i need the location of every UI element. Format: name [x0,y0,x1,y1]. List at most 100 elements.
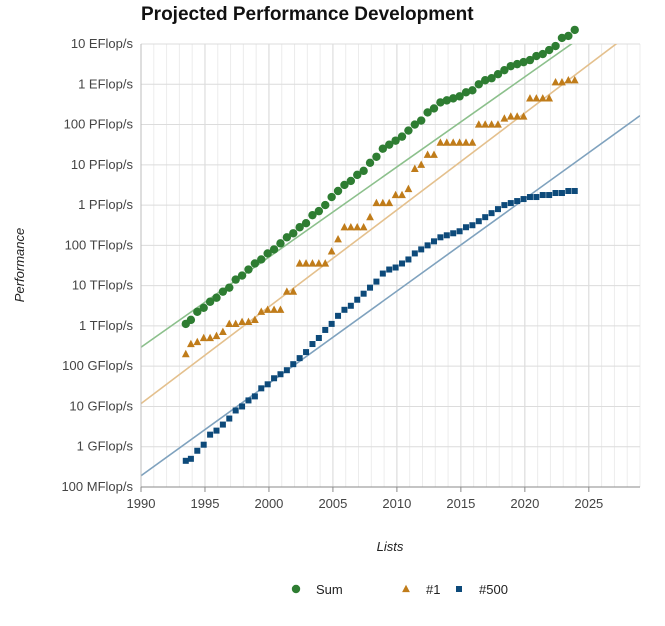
data-point-Sum [417,116,426,125]
y-tick-label: 10 GFlop/s [69,398,133,413]
data-point-top500 [443,232,450,239]
data-point-top500 [296,355,303,362]
data-point-Sum [391,136,400,145]
data-point-top500 [258,385,265,392]
legend-marker-top1 [402,584,410,593]
data-point-top1 [308,259,317,267]
data-point-top500 [431,238,438,245]
data-point-top500 [539,192,546,199]
x-tick-label: 2000 [254,496,283,511]
data-point-top1 [346,222,355,231]
legend: Sum #1 #500 [291,582,508,597]
data-point-top500 [309,341,316,348]
data-point-top1 [314,259,323,267]
y-tick-label: 1 GFlop/s [77,439,134,454]
data-point-Sum [359,166,368,176]
data-point-Sum [231,275,240,284]
grid [141,43,641,488]
data-point-top1 [430,150,438,158]
data-point-Sum [532,51,541,61]
data-point-Sum [538,49,547,59]
data-point-top1 [270,305,278,313]
data-point-top1 [282,287,291,295]
x-tick-label: 2025 [574,496,603,511]
data-point-Sum [410,120,420,129]
data-point-top500 [450,230,457,237]
data-point-Sum [327,192,336,202]
data-point-top500 [290,361,297,368]
y-tick-label: 100 TFlop/s [65,237,134,252]
data-point-top1 [506,112,515,120]
data-point-top500 [322,326,329,333]
data-point-Sum [333,186,343,196]
data-point-top1 [199,333,208,342]
x-tick-label: 1990 [127,496,156,511]
data-point-Sum [442,96,451,105]
data-point-top500 [507,200,514,207]
data-point-top1 [404,184,413,193]
data-point-top500 [187,455,194,462]
data-point-top1 [494,120,502,128]
data-point-Sum [474,80,483,89]
data-point-top1 [327,247,336,255]
data-point-top500 [232,407,239,414]
data-point-top1 [359,222,368,231]
y-tick-label: 1 PFlop/s [78,197,133,212]
data-point-top1 [212,331,221,340]
data-point-top500 [526,194,533,201]
y-tick-label: 1 TFlop/s [79,318,133,333]
y-tick-label: 100 PFlop/s [64,117,134,132]
data-point-top1 [244,317,253,325]
data-point-Sum [512,59,522,69]
data-point-top1 [257,307,266,315]
data-point-Sum [225,283,234,292]
data-point-Sum [378,144,388,153]
data-point-Sum [487,74,496,83]
data-point-Sum [289,229,298,238]
x-tick-label: 2010 [382,496,411,511]
data-point-top500 [226,415,233,422]
data-point-top1 [513,112,522,120]
data-point-top500 [386,266,393,273]
data-point-top500 [552,190,559,197]
data-point-top500 [392,264,399,271]
data-point-top500 [182,457,189,464]
data-point-top500 [379,270,386,277]
data-point-top500 [347,302,354,309]
data-point-top1 [462,138,470,146]
data-point-Sum [570,25,579,35]
y-tick-label: 100 MFlop/s [61,479,133,494]
data-point-Sum [423,108,432,117]
x-tick-label: 2020 [510,496,539,511]
data-point-top500 [341,306,348,313]
x-tick-label: 2005 [318,496,347,511]
y-tick-label: 10 EFlop/s [71,36,134,51]
data-point-Sum [519,57,528,67]
data-point-Sum [455,92,464,101]
data-point-Sum [218,287,228,296]
legend-label-top500: #500 [479,582,508,597]
legend-label-top1: #1 [426,582,440,597]
data-point-top500 [565,187,572,194]
data-point-top500 [488,210,495,217]
data-point-Sum [263,249,272,258]
data-point-top500 [456,228,463,235]
data-point-top500 [411,250,418,257]
data-point-Sum [212,293,221,302]
data-point-Sum [397,132,407,141]
data-point-top1 [218,327,227,336]
data-point-top1 [449,138,458,146]
data-point-top1 [545,94,554,102]
data-point-top500 [469,222,476,229]
data-point-Sum [199,303,208,312]
data-point-Sum [282,233,292,242]
y-tick-label: 10 PFlop/s [71,157,134,172]
data-point-top500 [462,224,469,231]
data-point-Sum [244,265,253,274]
data-point-top1 [238,317,246,325]
data-point-top500 [271,375,278,382]
data-point-top500 [533,194,540,201]
data-point-top1 [187,339,195,348]
data-point-top1 [295,259,304,267]
data-point-top500 [418,246,425,253]
